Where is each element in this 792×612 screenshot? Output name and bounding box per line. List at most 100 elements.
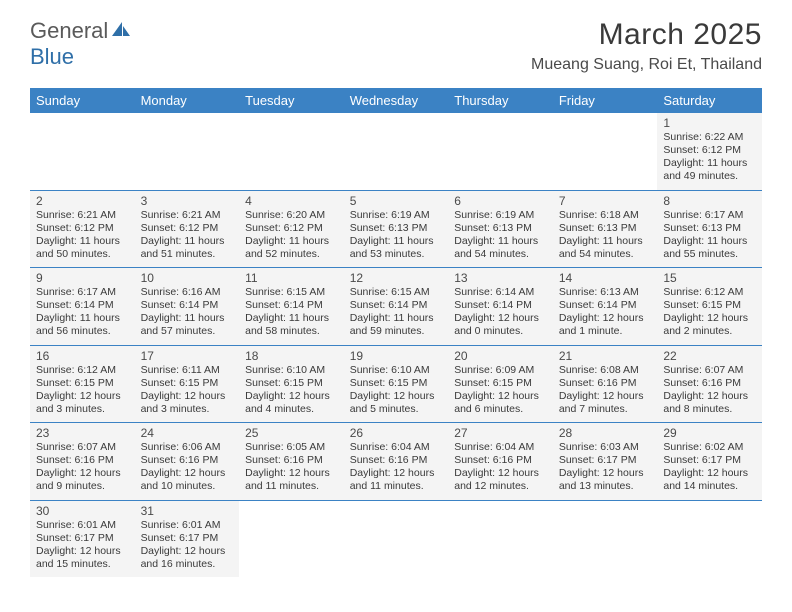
sunset-line: Sunset: 6:14 PM <box>36 299 129 312</box>
sunrise-line: Sunrise: 6:22 AM <box>663 131 756 144</box>
sunrise-line: Sunrise: 6:14 AM <box>454 286 547 299</box>
day-number: 30 <box>36 504 129 518</box>
day-number: 4 <box>245 194 338 208</box>
sunset-line: Sunset: 6:16 PM <box>141 454 234 467</box>
calendar-cell-empty <box>553 113 658 190</box>
calendar-cell: 17Sunrise: 6:11 AMSunset: 6:15 PMDayligh… <box>135 345 240 423</box>
sunset-line: Sunset: 6:16 PM <box>350 454 443 467</box>
daylight-line: Daylight: 11 hours and 57 minutes. <box>141 312 234 338</box>
sunrise-line: Sunrise: 6:17 AM <box>36 286 129 299</box>
calendar-body: 1Sunrise: 6:22 AM Sunset: 6:12 PM Daylight… <box>30 113 762 577</box>
calendar-row: 9Sunrise: 6:17 AMSunset: 6:14 PMDaylight… <box>30 268 762 346</box>
calendar-cell-empty <box>657 500 762 577</box>
sunrise-line: Sunrise: 6:08 AM <box>559 364 652 377</box>
calendar-cell-empty <box>239 113 344 190</box>
calendar-cell: 14Sunrise: 6:13 AMSunset: 6:14 PMDayligh… <box>553 268 658 346</box>
sunrise-line: Sunrise: 6:20 AM <box>245 209 338 222</box>
calendar-row: 30Sunrise: 6:01 AMSunset: 6:17 PMDayligh… <box>30 500 762 577</box>
calendar-row: 2Sunrise: 6:21 AMSunset: 6:12 PMDaylight… <box>30 190 762 268</box>
daylight-line: Daylight: 12 hours and 7 minutes. <box>559 390 652 416</box>
weekday-header: Saturday <box>657 88 762 113</box>
sunrise-line: Sunrise: 6:09 AM <box>454 364 547 377</box>
day-number: 6 <box>454 194 547 208</box>
day-number: 2 <box>36 194 129 208</box>
day-number: 14 <box>559 271 652 285</box>
calendar-cell: 23Sunrise: 6:07 AMSunset: 6:16 PMDayligh… <box>30 423 135 501</box>
day-number: 25 <box>245 426 338 440</box>
sunset-line: Sunset: 6:16 PM <box>36 454 129 467</box>
sunrise-line: Sunrise: 6:21 AM <box>141 209 234 222</box>
calendar-table: SundayMondayTuesdayWednesdayThursdayFrid… <box>30 88 762 577</box>
sunrise-line: Sunrise: 6:17 AM <box>663 209 756 222</box>
sunrise-line: Sunrise: 6:15 AM <box>245 286 338 299</box>
daylight-line: Daylight: 12 hours and 11 minutes. <box>245 467 338 493</box>
sunrise-line: Sunrise: 6:11 AM <box>141 364 234 377</box>
day-number: 1 <box>663 116 756 130</box>
calendar-cell: 29Sunrise: 6:02 AMSunset: 6:17 PMDayligh… <box>657 423 762 501</box>
sunrise-line: Sunrise: 6:02 AM <box>663 441 756 454</box>
day-number: 8 <box>663 194 756 208</box>
calendar-cell: 21Sunrise: 6:08 AMSunset: 6:16 PMDayligh… <box>553 345 658 423</box>
day-number: 16 <box>36 349 129 363</box>
sunset-line: Sunset: 6:15 PM <box>36 377 129 390</box>
calendar-cell: 20Sunrise: 6:09 AMSunset: 6:15 PMDayligh… <box>448 345 553 423</box>
calendar-row: 23Sunrise: 6:07 AMSunset: 6:16 PMDayligh… <box>30 423 762 501</box>
day-number: 21 <box>559 349 652 363</box>
sunset-line: Sunset: 6:14 PM <box>350 299 443 312</box>
title-block: March 2025 Mueang Suang, Roi Et, Thailan… <box>531 18 762 74</box>
calendar-cell: 7Sunrise: 6:18 AMSunset: 6:13 PMDaylight… <box>553 190 658 268</box>
daylight-line: Daylight: 12 hours and 3 minutes. <box>141 390 234 416</box>
day-number: 28 <box>559 426 652 440</box>
sunset-line: Sunset: 6:17 PM <box>141 532 234 545</box>
logo-text-blue: Blue <box>30 44 74 69</box>
daylight-line: Daylight: 12 hours and 11 minutes. <box>350 467 443 493</box>
sunrise-line: Sunrise: 6:12 AM <box>36 364 129 377</box>
sunset-line: Sunset: 6:17 PM <box>663 454 756 467</box>
sunset-line: Sunset: 6:14 PM <box>454 299 547 312</box>
weekday-header: Thursday <box>448 88 553 113</box>
day-number: 15 <box>663 271 756 285</box>
daylight-line: Daylight: 12 hours and 3 minutes. <box>36 390 129 416</box>
daylight-line: Daylight: 12 hours and 16 minutes. <box>141 545 234 571</box>
calendar-cell-empty <box>239 500 344 577</box>
calendar-cell: 3Sunrise: 6:21 AMSunset: 6:12 PMDaylight… <box>135 190 240 268</box>
sunrise-line: Sunrise: 6:07 AM <box>663 364 756 377</box>
calendar-cell: 16Sunrise: 6:12 AMSunset: 6:15 PMDayligh… <box>30 345 135 423</box>
daylight-line: Daylight: 12 hours and 14 minutes. <box>663 467 756 493</box>
sunrise-line: Sunrise: 6:13 AM <box>559 286 652 299</box>
sunrise-line: Sunrise: 6:12 AM <box>663 286 756 299</box>
calendar-cell: 28Sunrise: 6:03 AMSunset: 6:17 PMDayligh… <box>553 423 658 501</box>
daylight-line: Daylight: 11 hours and 54 minutes. <box>559 235 652 261</box>
day-number: 5 <box>350 194 443 208</box>
day-number: 22 <box>663 349 756 363</box>
daylight-line: Daylight: 12 hours and 2 minutes. <box>663 312 756 338</box>
sunrise-line: Sunrise: 6:19 AM <box>454 209 547 222</box>
sunrise-line: Sunrise: 6:10 AM <box>245 364 338 377</box>
sunset-line: Sunset: 6:12 PM <box>245 222 338 235</box>
sunrise-line: Sunrise: 6:21 AM <box>36 209 129 222</box>
calendar-head: SundayMondayTuesdayWednesdayThursdayFrid… <box>30 88 762 113</box>
daylight-line: Daylight: 11 hours and 53 minutes. <box>350 235 443 261</box>
daylight-line: Daylight: 12 hours and 8 minutes. <box>663 390 756 416</box>
calendar-cell: 30Sunrise: 6:01 AMSunset: 6:17 PMDayligh… <box>30 500 135 577</box>
calendar-cell: 4Sunrise: 6:20 AMSunset: 6:12 PMDaylight… <box>239 190 344 268</box>
daylight-line: Daylight: 12 hours and 15 minutes. <box>36 545 129 571</box>
weekday-header: Wednesday <box>344 88 449 113</box>
daylight-line: Daylight: 12 hours and 6 minutes. <box>454 390 547 416</box>
day-number: 26 <box>350 426 443 440</box>
calendar-cell: 25Sunrise: 6:05 AMSunset: 6:16 PMDayligh… <box>239 423 344 501</box>
calendar-cell: 13Sunrise: 6:14 AMSunset: 6:14 PMDayligh… <box>448 268 553 346</box>
calendar-row: 1Sunrise: 6:22 AMSunset: 6:12 PMDaylight… <box>30 113 762 190</box>
location-text: Mueang Suang, Roi Et, Thailand <box>531 56 762 74</box>
sunset-line: Sunset: 6:15 PM <box>350 377 443 390</box>
sunrise-line: Sunrise: 6:01 AM <box>141 519 234 532</box>
sail-icon <box>110 18 132 44</box>
calendar-cell: 22Sunrise: 6:07 AMSunset: 6:16 PMDayligh… <box>657 345 762 423</box>
sunset-line: Sunset: 6:15 PM <box>454 377 547 390</box>
sunset-line: Sunset: 6:14 PM <box>141 299 234 312</box>
sunset-line: Sunset: 6:14 PM <box>559 299 652 312</box>
sunset-line: Sunset: 6:15 PM <box>141 377 234 390</box>
sunrise-line: Sunrise: 6:05 AM <box>245 441 338 454</box>
day-number: 17 <box>141 349 234 363</box>
day-number: 11 <box>245 271 338 285</box>
